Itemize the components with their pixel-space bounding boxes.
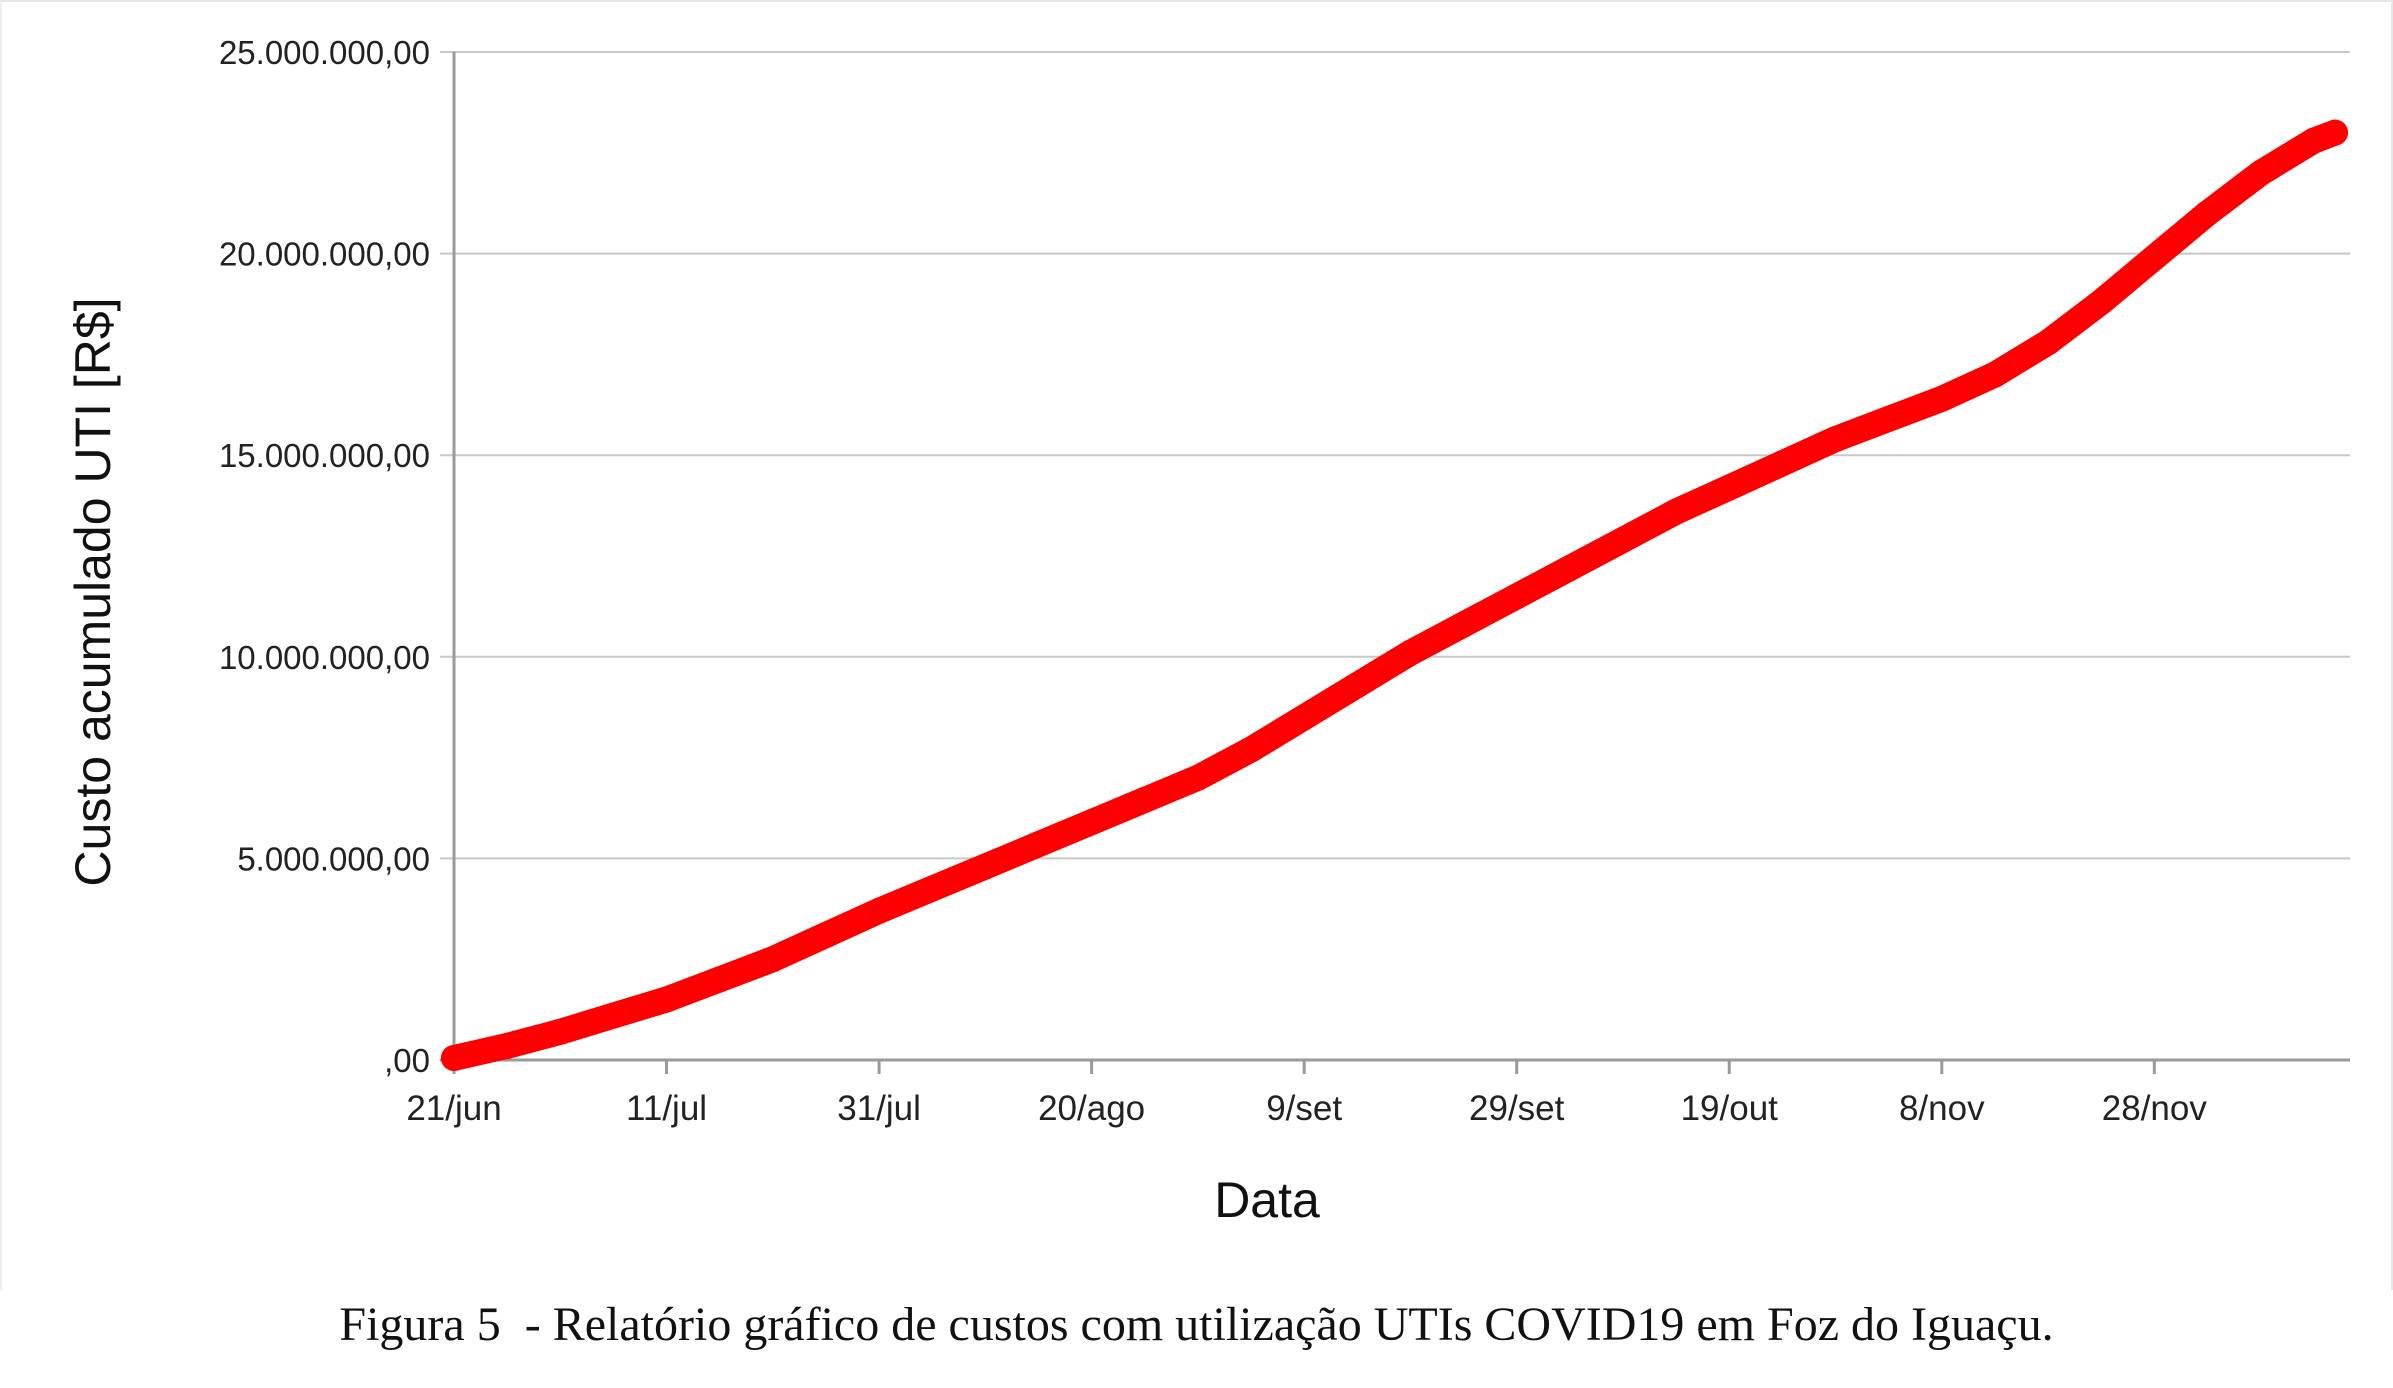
x-tick-label: 29/set	[1469, 1089, 1565, 1128]
y-tick-label: 25.000.000,00	[219, 34, 430, 71]
grid-lines	[440, 51, 2350, 860]
x-tick-label: 11/jul	[626, 1089, 707, 1128]
data-point	[1078, 809, 1105, 836]
data-point	[812, 922, 839, 949]
data-point	[1663, 498, 1690, 525]
data-point	[1291, 704, 1318, 731]
y-tick-label: 15.000.000,00	[219, 437, 430, 474]
series-layer	[441, 119, 2348, 1071]
data-point	[441, 1044, 467, 1071]
data-point	[1822, 426, 1849, 453]
data-point	[1344, 672, 1371, 699]
data-point	[1025, 831, 1052, 858]
data-point	[1184, 764, 1211, 791]
figure-caption: Figura 5 - Relatório gráfico de custos c…	[339, 1298, 2054, 1351]
x-tick-label: 19/out	[1681, 1089, 1779, 1128]
data-point	[1397, 639, 1424, 666]
data-point	[2088, 288, 2115, 315]
data-point	[1238, 736, 1265, 763]
line-chart: ,00 5.000.000,00 10.000.000,00 15.000.000,0…	[65, 34, 2350, 1228]
x-tick-label: 9/set	[1266, 1089, 1342, 1128]
x-tick-label: 31/jul	[837, 1089, 921, 1128]
y-tick-labels: ,00 5.000.000,00 10.000.000,00 15.000.000,0…	[219, 34, 430, 1079]
data-point	[547, 1018, 574, 1045]
data-point	[1716, 474, 1743, 501]
data-point	[1928, 385, 1955, 412]
x-tick-label: 28/nov	[2102, 1089, 2208, 1128]
data-point	[1609, 526, 1636, 553]
y-axis-title: Custo acumulado UTI [R$]	[65, 297, 121, 886]
data-point	[1450, 611, 1477, 638]
axes	[440, 52, 2350, 1062]
data-point	[653, 986, 680, 1013]
data-point	[600, 1002, 627, 1029]
data-point	[1556, 555, 1583, 582]
x-tick-label: 21/jun	[406, 1089, 501, 1128]
series-line	[441, 119, 2348, 1071]
y-tick-label: 20.000.000,00	[219, 236, 430, 273]
data-point	[2322, 119, 2348, 146]
data-point	[2300, 127, 2327, 154]
x-tick-label: 20/ago	[1038, 1089, 1145, 1128]
data-point	[2035, 329, 2062, 356]
data-point	[972, 853, 999, 880]
chart-frame: ,00 5.000.000,00 10.000.000,00 15.000.000,0…	[0, 0, 2393, 1290]
x-tick-labels: 21/jun 11/jul 31/jul 20/ago 9/set 29/set 19/ou…	[406, 1060, 2207, 1128]
x-axis-title: Data	[1214, 1172, 1320, 1228]
x-tick-label: 8/nov	[1899, 1089, 1985, 1128]
data-point	[1981, 361, 2008, 388]
data-point	[2247, 159, 2274, 186]
data-point	[2194, 200, 2221, 227]
data-point	[1769, 450, 1796, 477]
data-point	[1131, 786, 1158, 813]
data-point	[494, 1032, 521, 1059]
data-point	[866, 897, 893, 924]
data-point	[759, 946, 786, 973]
data-point	[1503, 583, 1530, 610]
data-point	[2141, 244, 2168, 271]
data-point	[1875, 405, 1902, 432]
y-tick-label: 10.000.000,00	[219, 639, 430, 676]
data-point	[919, 875, 946, 902]
data-point	[706, 966, 733, 993]
y-tick-label: 5.000.000,00	[237, 840, 430, 877]
y-tick-label: ,00	[384, 1042, 430, 1079]
